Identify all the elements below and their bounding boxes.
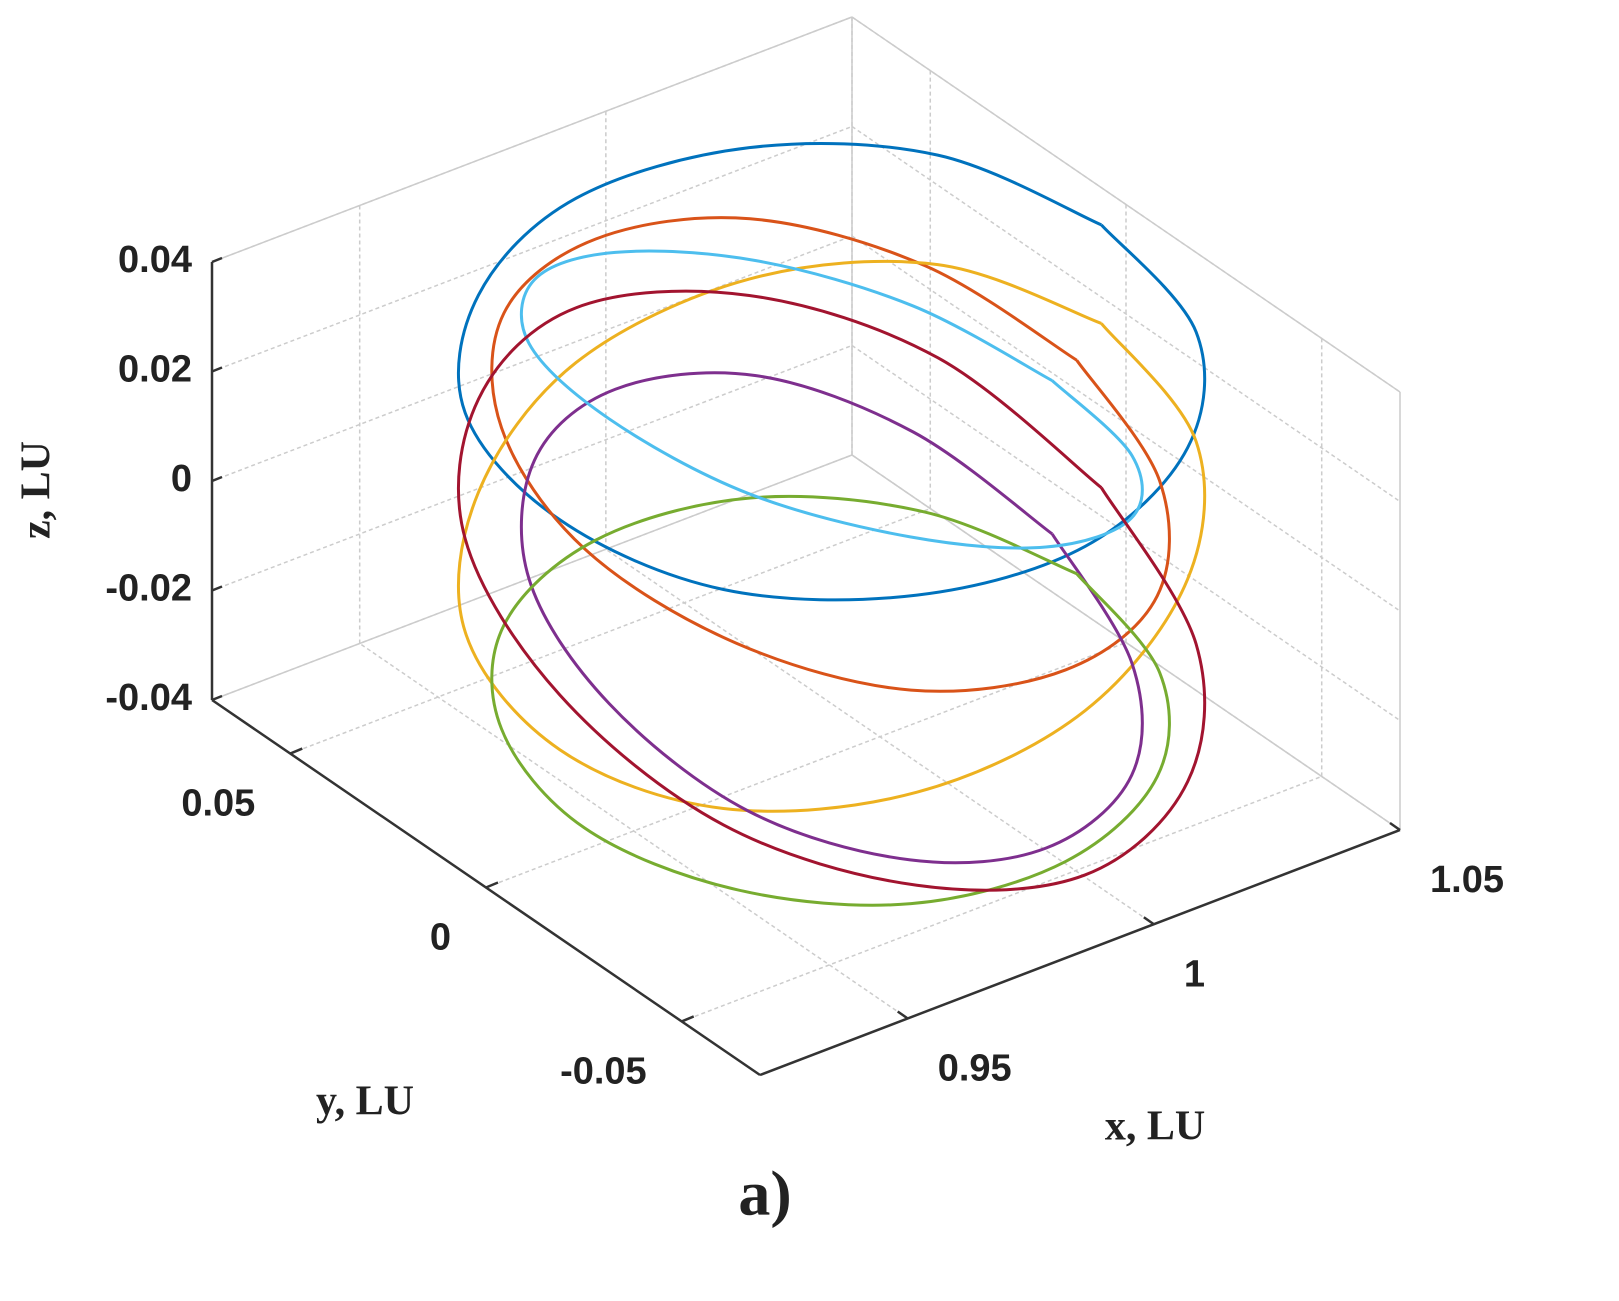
box-edge — [211, 16, 853, 263]
axis-line — [211, 698, 761, 1077]
z-tick-label: -0.02 — [105, 568, 192, 610]
tick-mark — [289, 747, 303, 755]
y-tick-label: 0 — [430, 917, 451, 959]
tick-mark — [485, 881, 499, 889]
trajectory — [457, 259, 1207, 813]
trajectories — [456, 141, 1207, 907]
grid-line — [851, 344, 1401, 722]
trajectory — [519, 249, 1144, 550]
tick-mark — [1389, 821, 1401, 832]
z-axis-label: z, LU — [14, 441, 60, 539]
grid-line — [359, 642, 909, 1020]
y-axis-label: y, LU — [316, 1079, 414, 1125]
y-tick-label: -0.05 — [560, 1050, 647, 1092]
grid-line — [485, 641, 1127, 889]
x-tick-label: 1.05 — [1430, 859, 1504, 901]
x-tick-label: 0.95 — [938, 1047, 1012, 1089]
box-edge — [851, 16, 1401, 393]
z-tick-label: 0.02 — [118, 349, 192, 391]
z-tick-label: 0.04 — [118, 239, 192, 281]
trajectory — [519, 371, 1144, 865]
trajectory — [457, 289, 1207, 892]
trajectory — [456, 141, 1207, 602]
grid-line — [681, 775, 1322, 1023]
grid-line — [211, 125, 853, 373]
trajectory — [490, 216, 1171, 693]
tick-mark — [896, 1010, 909, 1020]
tick-mark — [1143, 916, 1155, 926]
z-tick-label: -0.04 — [105, 677, 192, 719]
grid — [211, 16, 1401, 1023]
box-edge — [211, 454, 853, 701]
tick-mark — [681, 1015, 695, 1023]
grid-line — [605, 548, 1155, 925]
axis-line — [759, 828, 1401, 1077]
tick-mark — [211, 475, 223, 483]
y-tick-label: 0.05 — [181, 783, 255, 825]
x-axis-label: x, LU — [1105, 1104, 1205, 1150]
axes: -0.04 -0.02 0 0.02 0.04 -0.05 0 0.05 0.95 1 1.05 — [105, 239, 1504, 1092]
tick-mark — [211, 585, 223, 592]
tick-mark — [211, 256, 223, 264]
grid-line — [851, 125, 1401, 503]
grid-line — [290, 507, 931, 755]
tick-mark — [211, 366, 223, 373]
x-tick-label: 1 — [1184, 953, 1205, 995]
panel-label: a) — [738, 1158, 791, 1229]
tick-mark — [211, 694, 223, 702]
z-tick-label: 0 — [171, 458, 192, 500]
grid-line — [211, 235, 853, 482]
grid-line — [211, 344, 853, 592]
